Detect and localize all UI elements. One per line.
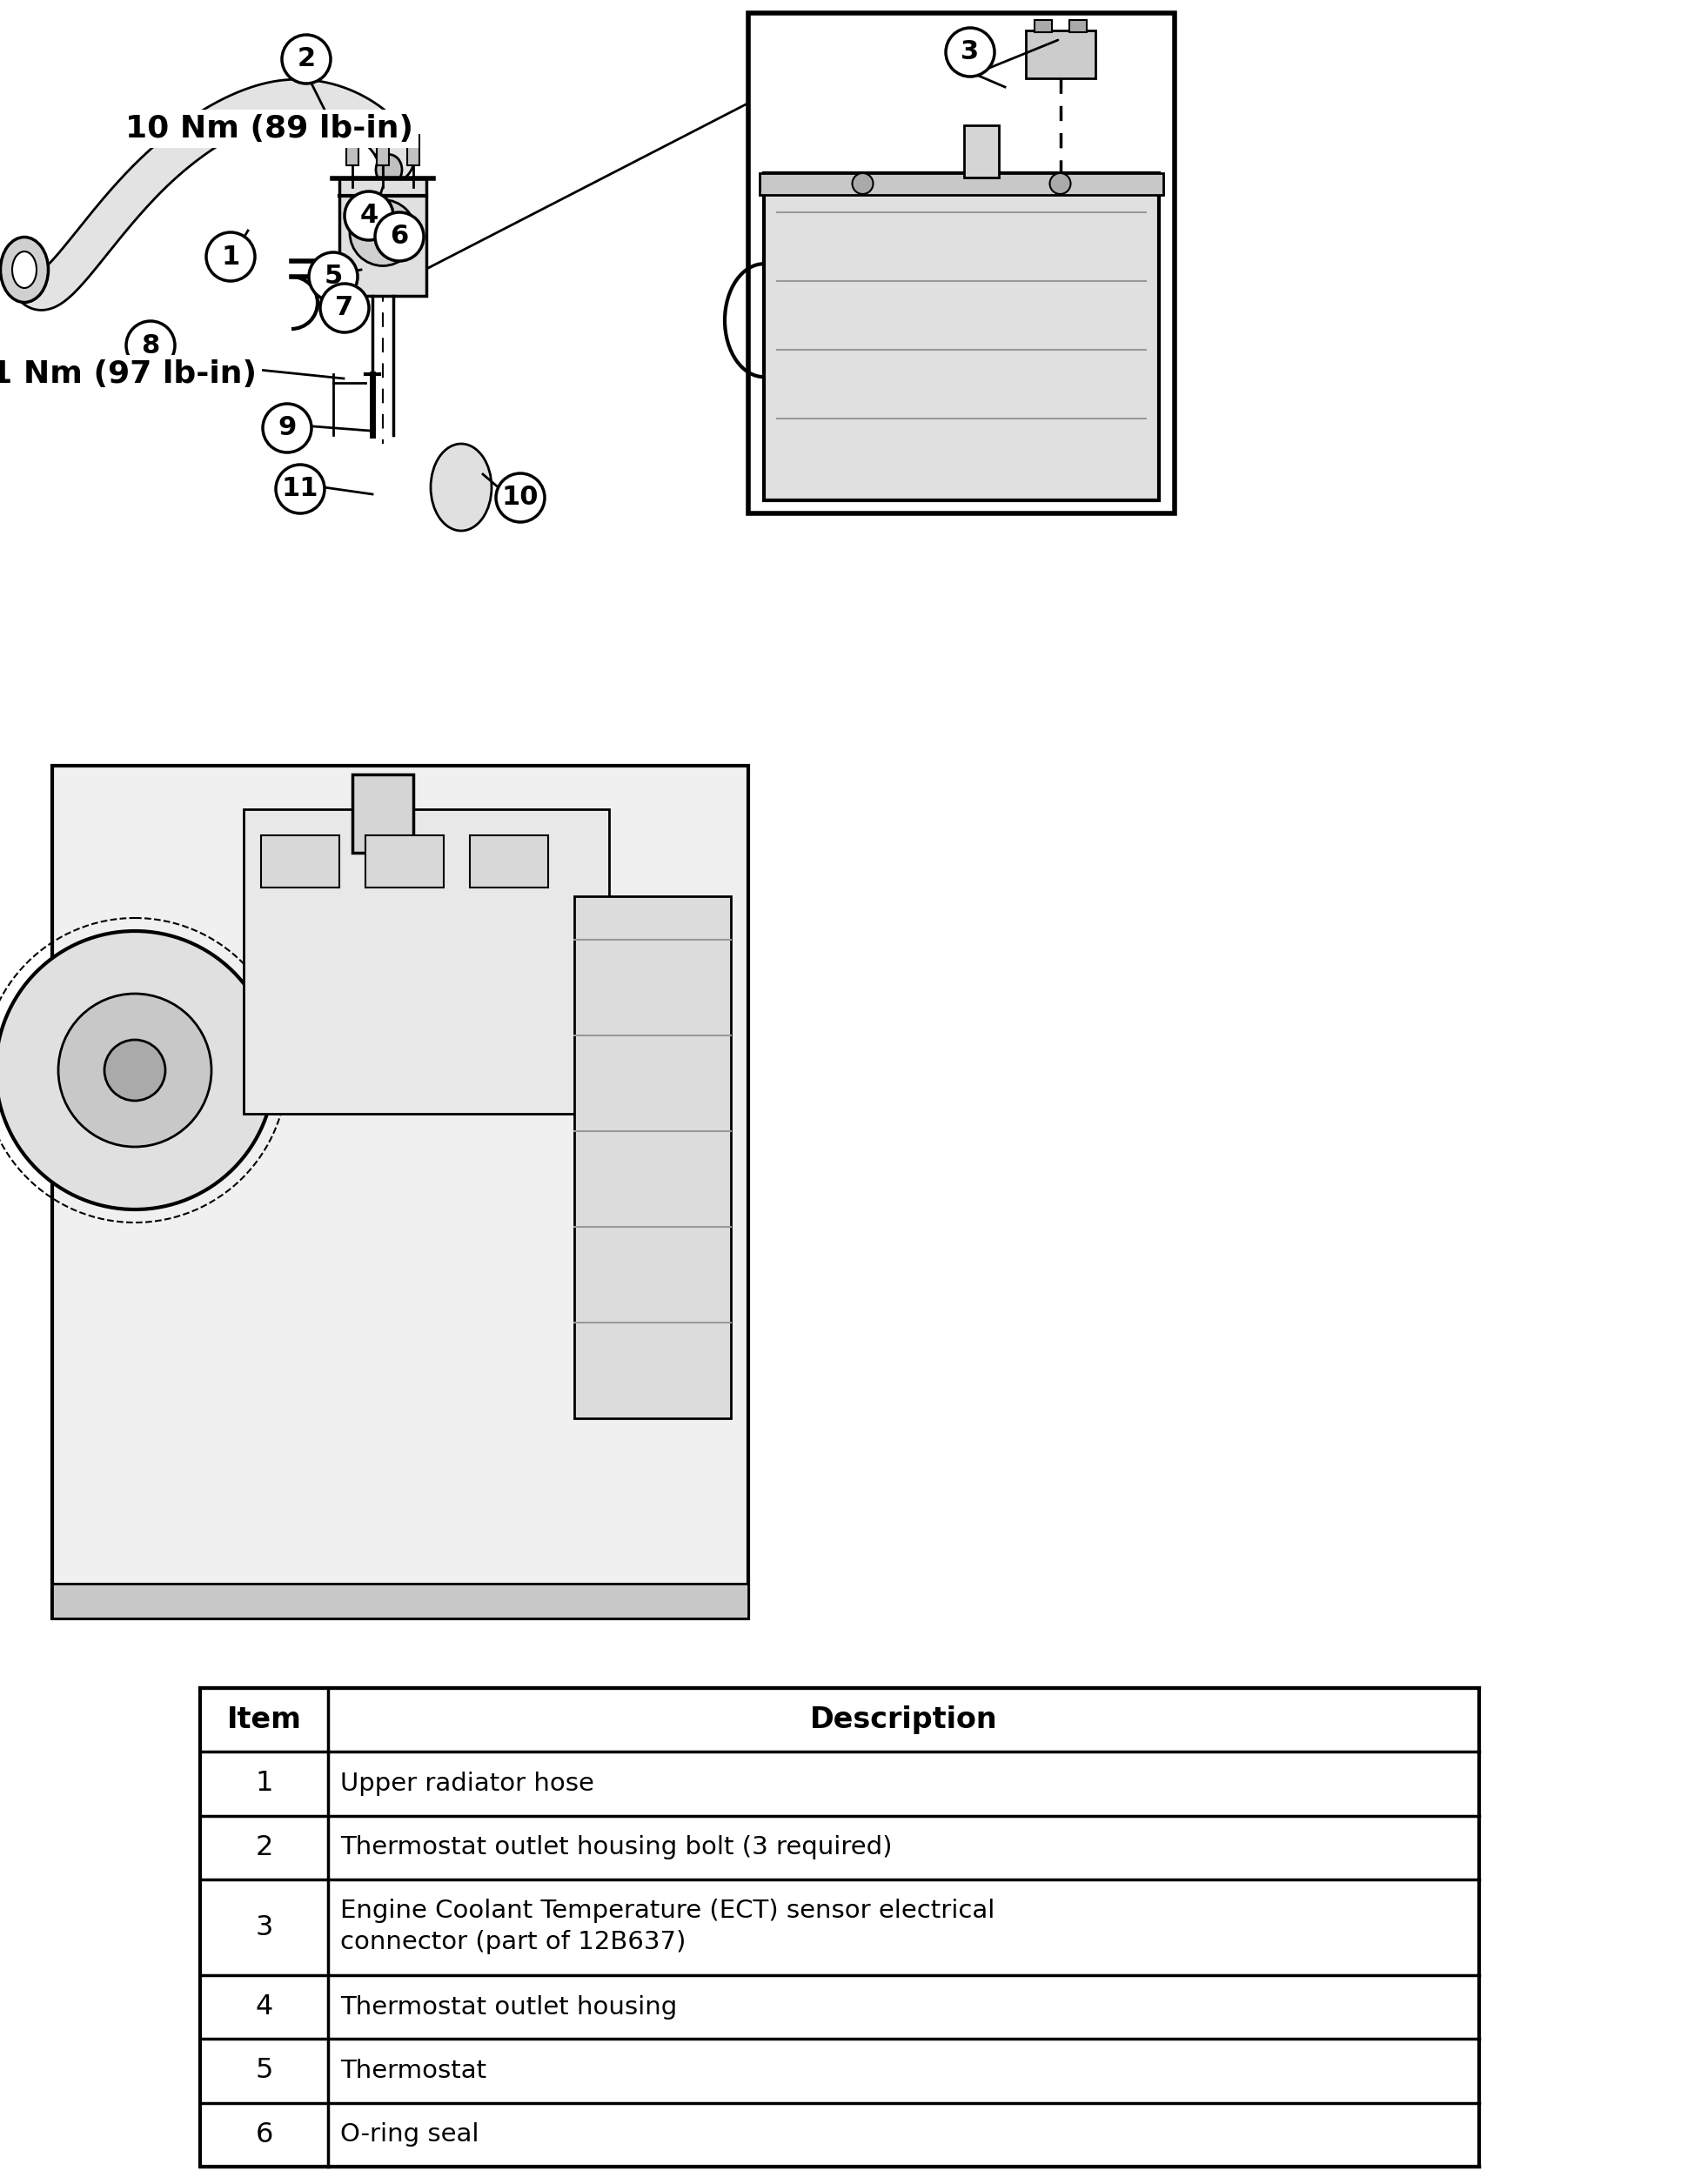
Text: 8: 8 — [141, 332, 160, 358]
Text: Item: Item — [227, 1706, 301, 1734]
Text: 10: 10 — [503, 485, 540, 511]
Text: 4: 4 — [256, 1994, 272, 2020]
Bar — [340, 179, 427, 295]
Text: Thermostat outlet housing: Thermostat outlet housing — [340, 1994, 677, 2020]
Circle shape — [946, 28, 995, 76]
Text: 4: 4 — [360, 203, 378, 229]
Ellipse shape — [0, 238, 49, 301]
Ellipse shape — [12, 251, 37, 288]
Text: 9: 9 — [277, 415, 296, 441]
Circle shape — [350, 199, 415, 266]
Bar — [200, 1688, 1479, 2167]
Circle shape — [1049, 173, 1071, 194]
Bar — [763, 173, 1158, 500]
Bar — [760, 173, 1163, 194]
Text: 7: 7 — [336, 295, 353, 321]
Text: Thermostat: Thermostat — [340, 2060, 486, 2084]
Ellipse shape — [377, 155, 402, 186]
Circle shape — [496, 474, 545, 522]
Text: 1: 1 — [222, 245, 240, 269]
Text: 10 Nm (89 lb-in): 10 Nm (89 lb-in) — [126, 114, 414, 144]
Text: Thermostat outlet housing bolt (3 required): Thermostat outlet housing bolt (3 requir… — [340, 1835, 893, 1861]
Bar — [261, 834, 340, 887]
Text: 6: 6 — [390, 225, 408, 249]
Text: 2: 2 — [256, 1835, 272, 1861]
Bar — [52, 1583, 748, 1618]
Text: 5: 5 — [324, 264, 343, 288]
Circle shape — [262, 404, 311, 452]
Text: Description: Description — [810, 1706, 997, 1734]
Circle shape — [276, 465, 324, 513]
Bar — [748, 13, 1175, 513]
Text: 5: 5 — [256, 2057, 272, 2084]
Circle shape — [104, 1040, 165, 1101]
Text: 6: 6 — [256, 2121, 272, 2149]
Circle shape — [319, 284, 368, 332]
Circle shape — [59, 994, 212, 1147]
Circle shape — [126, 321, 175, 369]
Text: Upper radiator hose: Upper radiator hose — [340, 1771, 593, 1795]
Bar — [471, 834, 548, 887]
Text: Engine Coolant Temperature (ECT) sensor electrical: Engine Coolant Temperature (ECT) sensor … — [340, 1898, 995, 1924]
Circle shape — [0, 930, 274, 1210]
Bar — [346, 135, 358, 166]
Text: 1: 1 — [256, 1771, 272, 1797]
Bar — [1069, 20, 1086, 33]
Bar — [407, 135, 419, 166]
Circle shape — [282, 35, 331, 83]
Text: 11 Nm (97 lb-in): 11 Nm (97 lb-in) — [0, 360, 257, 389]
Bar — [52, 767, 748, 1618]
Text: 3: 3 — [256, 1913, 272, 1942]
Bar — [1034, 20, 1052, 33]
Ellipse shape — [430, 443, 491, 531]
Text: connector (part of 12B637): connector (part of 12B637) — [340, 1928, 686, 1955]
Bar — [963, 124, 999, 177]
Bar — [377, 135, 388, 166]
Bar — [575, 895, 731, 1417]
Text: 11: 11 — [282, 476, 319, 502]
Bar — [244, 810, 609, 1114]
Polygon shape — [7, 79, 415, 310]
Bar — [1025, 31, 1094, 79]
Circle shape — [207, 232, 256, 282]
Circle shape — [345, 192, 393, 240]
Text: O-ring seal: O-ring seal — [340, 2123, 479, 2147]
Circle shape — [309, 253, 358, 301]
Circle shape — [375, 212, 424, 262]
Bar — [353, 775, 414, 852]
Text: 3: 3 — [962, 39, 980, 66]
Bar — [365, 834, 444, 887]
Circle shape — [852, 173, 872, 194]
Text: 2: 2 — [298, 46, 316, 72]
